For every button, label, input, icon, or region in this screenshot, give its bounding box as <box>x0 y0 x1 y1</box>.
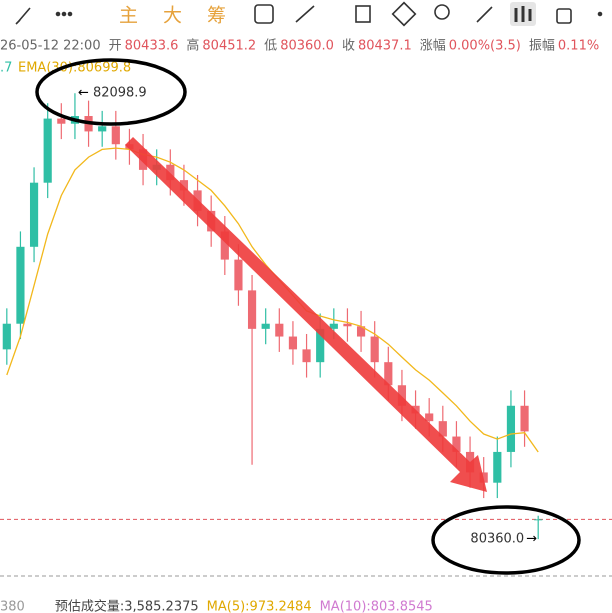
field-name: 振幅 <box>529 39 555 54</box>
low-label: 80360.0 <box>470 532 524 547</box>
candle-body <box>316 328 325 363</box>
footer-item: 预估成交量:3,585.2375 <box>55 599 199 613</box>
candle-body <box>452 436 461 452</box>
circle-annotation <box>431 505 581 575</box>
tab[interactable]: 筹 <box>207 5 226 27</box>
candle-body <box>57 118 66 124</box>
eraser-icon[interactable] <box>476 6 493 23</box>
mark-icon[interactable] <box>355 5 371 23</box>
field-value: 80437.1 <box>358 39 412 54</box>
candle-body <box>506 405 516 452</box>
circle-annotation <box>35 58 187 126</box>
high-label: 82098.9 <box>93 86 147 101</box>
candle-body <box>111 126 120 145</box>
footer-item: MA(5):973.2484 <box>207 600 312 613</box>
candle-body <box>288 336 298 350</box>
tab[interactable]: 大 <box>163 5 182 27</box>
time: 26-05-12 22:00 <box>0 39 101 54</box>
field-value: 0.11% <box>558 39 599 54</box>
draw-icon[interactable] <box>254 4 274 24</box>
ema-line <box>6 147 539 453</box>
field-value: 80451.2 <box>202 39 256 54</box>
indicator-cut: .7 <box>0 61 12 76</box>
lock-icon[interactable] <box>556 8 572 24</box>
candle-body <box>302 349 311 363</box>
candle-body <box>261 323 270 329</box>
candle-body <box>370 336 379 363</box>
candle-body <box>16 246 25 324</box>
field-name: 低 <box>264 39 277 54</box>
field-name: 涨幅 <box>420 39 446 54</box>
field-value: 80433.6 <box>125 39 179 54</box>
candle-body <box>384 362 393 386</box>
candle-body <box>43 118 52 183</box>
zoom-icon[interactable] <box>434 4 450 20</box>
candle-body <box>343 323 352 327</box>
line-icon[interactable] <box>295 5 315 23</box>
tab[interactable]: 主 <box>119 5 138 27</box>
footer-item: MA(10):803.8545 <box>320 600 433 613</box>
candle-body <box>29 182 39 247</box>
candle-body <box>234 259 243 291</box>
candle-body <box>438 421 447 437</box>
high-arrow: ← <box>78 86 89 101</box>
candle-body <box>493 451 502 483</box>
candle-body <box>2 323 11 350</box>
trend-arrow <box>125 137 487 492</box>
field-name: 开 <box>109 39 122 54</box>
candle-body <box>397 385 407 406</box>
candle-body <box>329 323 338 329</box>
candle-body <box>479 472 488 483</box>
candle-body <box>275 323 284 337</box>
candle-body <box>179 180 189 191</box>
candle-body <box>356 326 366 337</box>
low-arrow: → <box>526 532 537 547</box>
ruler-icon[interactable] <box>391 1 417 27</box>
field-value: 80360.0 <box>280 39 334 54</box>
brush-icon[interactable] <box>15 7 31 25</box>
field-value: 0.00%(3.5) <box>449 39 521 54</box>
candle-body <box>98 126 107 132</box>
candle-body <box>425 413 434 422</box>
toolbar <box>15 1 603 27</box>
ema-label: EMA(30):80699.8 <box>18 61 131 76</box>
candle-body <box>247 290 257 329</box>
field-name: 高 <box>186 38 199 54</box>
candle-body <box>520 405 529 432</box>
footer-cut: 380 <box>0 600 25 613</box>
candle-body <box>166 164 175 181</box>
field-name: 收 <box>342 39 355 54</box>
candle-body <box>220 231 229 260</box>
candle-body <box>534 519 543 521</box>
